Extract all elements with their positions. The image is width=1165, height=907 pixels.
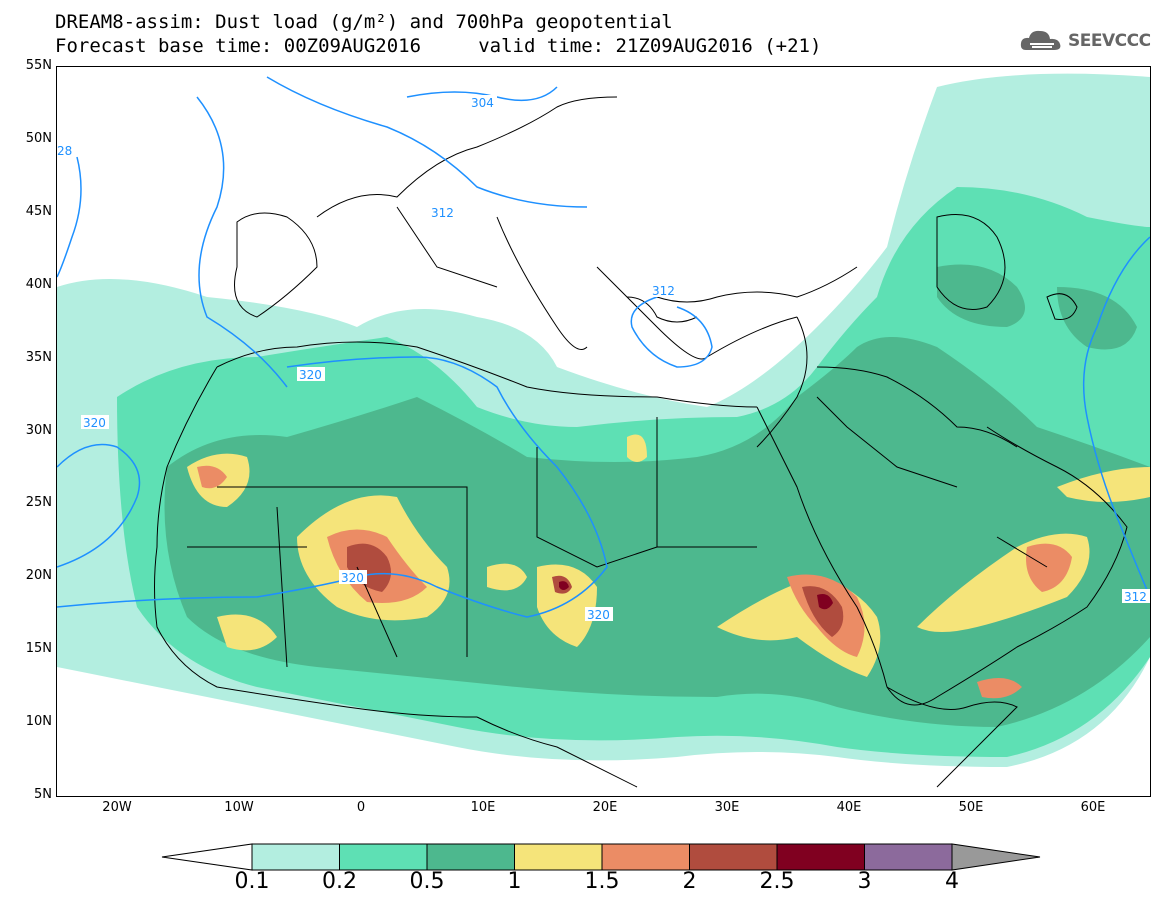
map-panel: 304 312 312 320 320 320 320 28 312 xyxy=(56,66,1151,797)
colorbar-label: 2.5 xyxy=(759,869,795,894)
contour-label-304: 304 xyxy=(471,96,494,110)
colorbar-over-arrow xyxy=(951,843,1041,871)
lat-tick-label: 15N xyxy=(25,641,52,657)
lat-tick-label: 55N xyxy=(25,58,52,73)
lon-tick-label: 50E xyxy=(958,800,984,815)
lon-tick-label: 20W xyxy=(102,800,132,815)
lon-tick-label: 60E xyxy=(1080,800,1106,815)
colorbar-label: 0.1 xyxy=(234,869,270,894)
colorbar-segment xyxy=(776,843,865,871)
contour-label-320-sahel: 320 xyxy=(341,571,364,585)
colorbar xyxy=(161,843,1041,871)
contour-label-320-west: 320 xyxy=(83,416,106,430)
contour-labels: 304 312 312 320 320 320 320 28 312 xyxy=(57,95,1150,622)
lon-tick-label: 0 xyxy=(356,800,366,815)
colorbar-under-arrow xyxy=(161,843,253,871)
chart-title-line1: DREAM8-assim: Dust load (g/m²) and 700hP… xyxy=(55,11,673,33)
seevccc-logo: SEEVCCC xyxy=(1018,26,1158,58)
contour-label-320-atlas: 320 xyxy=(299,368,322,382)
colorbar-segment xyxy=(601,843,690,871)
colorbar-segment xyxy=(339,843,428,871)
colorbar-label: 0.2 xyxy=(322,869,357,894)
lat-tick-label: 30N xyxy=(25,422,52,438)
chart-title-line2: Forecast base time: 00Z09AUG2016 valid t… xyxy=(55,35,822,57)
dust-map: 304 312 312 320 320 320 320 28 312 xyxy=(57,73,1150,788)
lon-tick-label: 40E xyxy=(836,800,862,815)
lon-tick-label: 20E xyxy=(592,800,618,815)
contour-label-312-north: 312 xyxy=(431,206,454,220)
lon-tick-label: 10E xyxy=(470,800,496,815)
contour-label-28: 28 xyxy=(57,144,72,158)
lat-tick-label: 10N xyxy=(25,714,52,730)
colorbar-segment xyxy=(251,843,340,871)
colorbar-label: 4 xyxy=(945,869,959,894)
contour-label-320-chad: 320 xyxy=(587,608,610,622)
colorbar-label: 3 xyxy=(857,869,872,894)
lat-tick-label: 20N xyxy=(25,568,52,584)
lon-tick-label: 10W xyxy=(224,800,254,815)
contour-label-312-east: 312 xyxy=(1124,590,1147,604)
lat-tick-label: 5N xyxy=(34,787,52,802)
coastlines xyxy=(154,96,1128,788)
lat-tick-label: 45N xyxy=(25,203,52,219)
colorbar-label: 2 xyxy=(682,869,697,894)
colorbar-label: 0.5 xyxy=(409,869,445,894)
colorbar-segment xyxy=(514,843,603,871)
cloud-icon xyxy=(1020,30,1061,50)
contour-label-312-greece: 312 xyxy=(652,284,675,298)
colorbar-label: 1 xyxy=(507,869,522,894)
geopotential-contours xyxy=(57,76,1150,618)
dust-field-2.5 xyxy=(559,581,833,610)
lat-tick-label: 35N xyxy=(25,349,52,365)
lon-tick-label: 30E xyxy=(714,800,740,815)
lat-tick-label: 50N xyxy=(25,130,52,146)
colorbar-segment xyxy=(426,843,515,871)
colorbar-label: 1.5 xyxy=(584,869,620,894)
logo-text: SEEVCCC xyxy=(1068,31,1151,51)
lat-tick-label: 40N xyxy=(25,276,52,292)
lat-tick-label: 25N xyxy=(25,495,52,511)
colorbar-segment xyxy=(864,843,953,871)
colorbar-segment xyxy=(689,843,778,871)
